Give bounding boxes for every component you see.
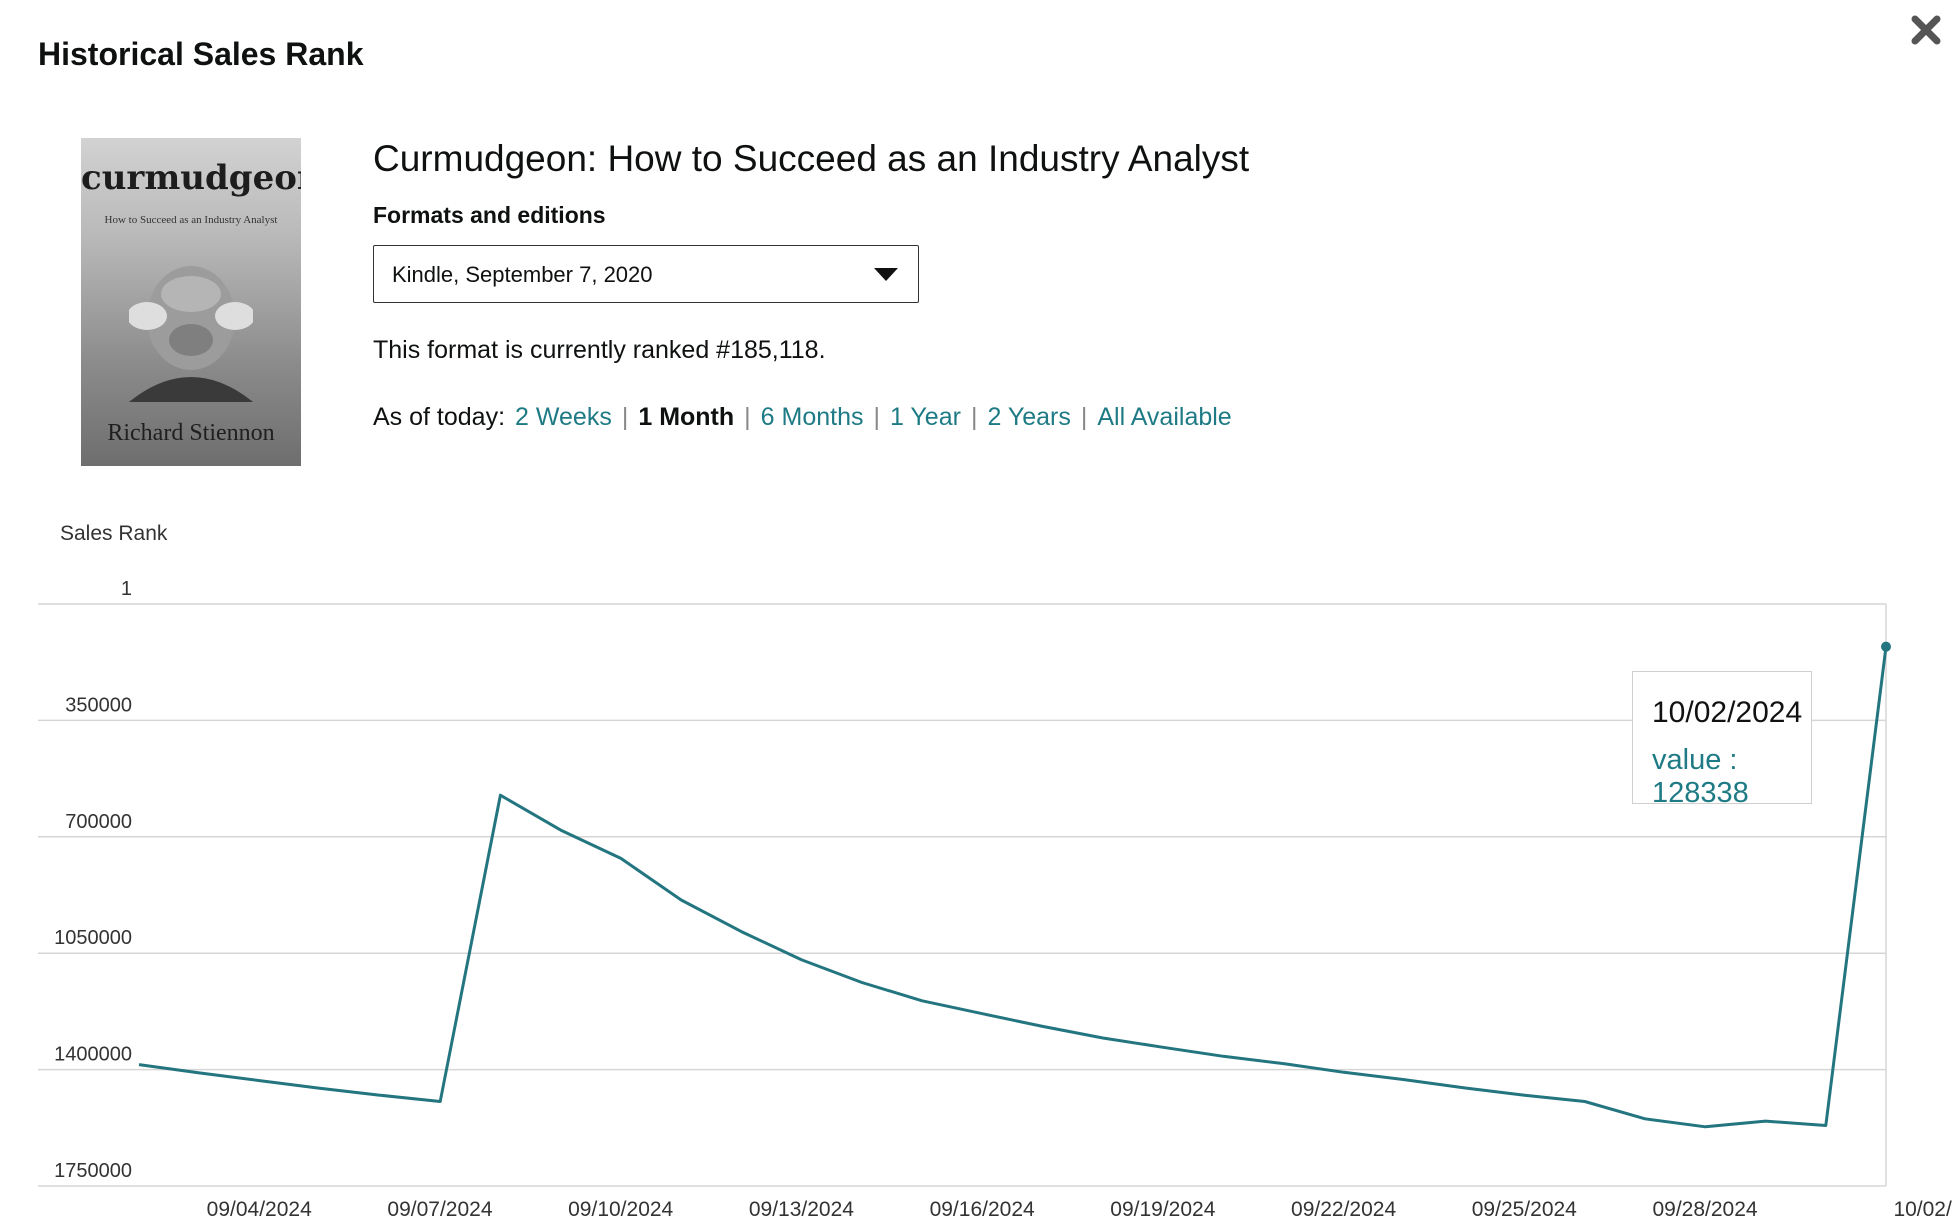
range-option-all-available[interactable]: All Available [1097,403,1232,431]
tooltip-date: 10/02/2024 [1652,696,1803,729]
x-tick-label: 09/25/2024 [1472,1198,1577,1221]
tooltip-value: value : 128338 [1652,744,1749,809]
time-range-selector: As of today: 2 Weeks | 1 Month | 6 Months | 1 … [373,403,1232,432]
y-tick-label: 1400000 [54,1044,132,1066]
formats-label: Formats and editions [373,202,606,228]
x-tick-label: 09/28/2024 [1652,1198,1757,1221]
range-lead-label: As of today: [373,403,506,431]
book-cover: curmudgeon How to Succeed as an Industry… [81,138,301,466]
format-select-value: Kindle, September 7, 2020 [392,262,653,287]
current-rank-text: This format is currently ranked #185,118… [373,336,826,364]
y-tick-label: 1050000 [54,927,132,949]
range-separator: | [1080,403,1088,431]
y-tick-label: 350000 [65,694,132,716]
x-tick-label: 09/07/2024 [387,1198,492,1221]
book-title: Curmudgeon: How to Succeed as an Industr… [373,138,1250,179]
chart-tooltip: 10/02/2024 value : 128338 [1632,671,1812,809]
y-tick-label: 1 [121,578,132,600]
range-separator: | [873,403,881,431]
range-option-2-weeks[interactable]: 2 Weeks [515,403,612,431]
cover-title: curmudgeon [81,158,301,198]
y-tick-label: 1750000 [54,1160,132,1182]
x-tick-label: 09/04/2024 [207,1198,312,1221]
cover-subtitle: How to Succeed as an Industry Analyst [104,214,278,226]
close-icon [1911,15,1941,45]
y-axis-label: Sales Rank [60,522,168,545]
chevron-down-icon [874,268,898,281]
range-separator: | [744,403,751,431]
range-separator: | [970,403,978,431]
range-option-6-months[interactable]: 6 Months [760,403,864,431]
x-tick-label: 10/02/2024 [1893,1198,1952,1221]
x-tick-label: 09/22/2024 [1291,1198,1396,1221]
range-option-1-month[interactable]: 1 Month [638,403,735,431]
x-tick-label: 09/10/2024 [568,1198,673,1221]
modal-title: Historical Sales Rank [38,36,364,72]
cover-author: Richard Stiennon [107,420,275,446]
x-tick-label: 09/13/2024 [749,1198,854,1221]
close-button[interactable] [1904,8,1948,52]
x-tick-label: 09/16/2024 [930,1198,1035,1221]
range-option-2-years[interactable]: 2 Years [987,403,1071,431]
format-select[interactable]: Kindle, September 7, 2020 [373,245,919,303]
x-tick-label: 09/19/2024 [1110,1198,1215,1221]
cover-portrait-icon [129,266,253,402]
range-separator: | [621,403,629,431]
highlighted-data-point [1881,641,1891,652]
series-line [138,646,1888,1129]
range-option-1-year[interactable]: 1 Year [890,403,961,431]
y-tick-label: 700000 [65,811,132,833]
